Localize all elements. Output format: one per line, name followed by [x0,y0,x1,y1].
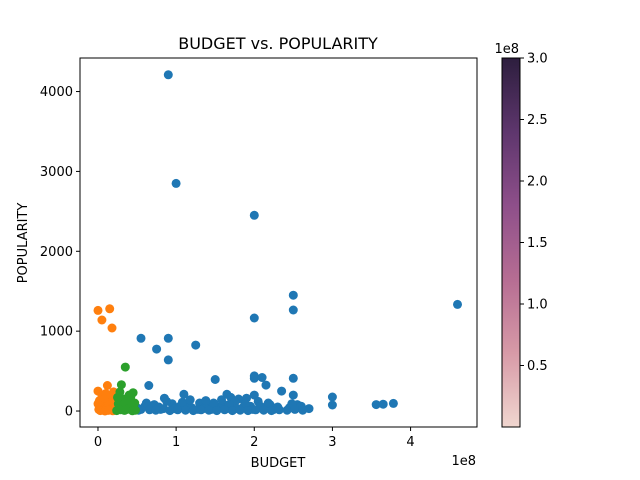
scatter-point [249,373,259,383]
scatter-point [201,396,211,406]
scatter-point [288,390,298,400]
colorbar [501,57,521,428]
scatter-point [144,381,154,390]
scatter-point [227,406,237,416]
scatter-point [204,405,214,415]
scatter-point [152,344,162,354]
scatter-point [115,387,125,397]
scatter-point [249,210,259,220]
scatter-point [116,380,126,390]
colorbar-tick-label: 1.5 [527,236,548,251]
scatter-point [120,362,130,372]
scatter-point [196,405,206,415]
scatter-point [185,395,195,405]
x-axis-offset-label: 1e8 [451,454,476,469]
scatter-point [188,406,198,416]
scatter-point [263,398,273,408]
scatter-point [212,406,222,416]
scatter-point [97,315,107,325]
x-axis-label: BUDGET [251,456,306,471]
scatter-point [251,405,261,415]
scatter-point [177,397,187,407]
scatter-point [261,380,271,390]
scatter-point [107,323,117,333]
y-axis-label: POPULARITY [16,203,31,284]
scatter-point [257,373,267,382]
scatter-point [240,399,250,409]
scatter-point [267,406,276,416]
scatter-point [288,290,298,300]
scatter-point [288,373,298,383]
x-tick-label: 4 [406,435,414,450]
scatter-point [163,333,173,343]
scatter-point [290,404,300,414]
scatter-point [173,405,183,415]
plot-frame [79,57,478,428]
scatter-point [220,405,230,415]
scatter-point [288,305,298,315]
x-tick-label: 1 [172,435,180,450]
colorbar-tick-label: 1.0 [527,298,548,313]
scatter-point [277,386,287,396]
y-tick-label: 3000 [40,165,73,180]
scatter-point [371,400,381,410]
scatter-point [105,304,115,314]
scatter-point [249,313,259,323]
scatter-point [243,406,253,416]
chart-title: BUDGET vs. POPULARITY [178,34,378,53]
scatter-point [179,389,189,399]
colorbar-tick-label: 2.0 [527,175,548,190]
scatter-point [209,398,219,408]
scatter-point [151,405,161,415]
scatter-point [210,375,220,384]
colorbar-ticks: 0.5 1.0 1.5 2.0 2.5 3.0 [520,52,548,374]
scatter-point [191,340,201,350]
colorbar-tick-label: 2.5 [527,113,548,128]
colorbar-offset-label: 1e8 [494,42,519,57]
scatter-point [163,355,173,365]
scatter-point [282,405,292,415]
scatter-point [378,399,388,409]
scatter-point [453,299,462,309]
scatter-point [388,398,398,408]
x-tick-label: 3 [328,435,336,450]
scatter-point [298,405,308,415]
scatter-point [171,178,181,188]
scatter-point [102,381,112,390]
y-tick-label: 2000 [40,245,73,260]
scatter-point [181,405,190,415]
colorbar-tick-label: 3.0 [527,52,548,67]
scatter-point [93,305,103,315]
y-tick-label: 0 [65,405,73,420]
scatter-point [274,405,284,415]
x-tick-label: 2 [250,435,258,450]
colorbar-tick-label: 0.5 [527,359,548,374]
scatter-point [163,70,173,80]
y-axis-ticks: 0 1000 2000 3000 4000 [40,85,80,420]
y-tick-label: 1000 [40,325,73,340]
scatter-point [217,395,226,405]
scatter-point [127,406,137,416]
scatter-point [165,406,175,416]
scatter-point [259,405,269,415]
scatter-point [136,333,146,343]
scatter-point [327,400,337,410]
points-layer [93,70,462,416]
y-tick-label: 4000 [40,85,73,100]
x-axis-ticks: 0 1 2 3 4 [94,427,415,450]
scatter-point [141,398,151,408]
x-tick-label: 0 [94,435,102,450]
scatter-point [235,405,245,415]
scatter-point [162,396,172,406]
scatter-point [327,392,337,402]
